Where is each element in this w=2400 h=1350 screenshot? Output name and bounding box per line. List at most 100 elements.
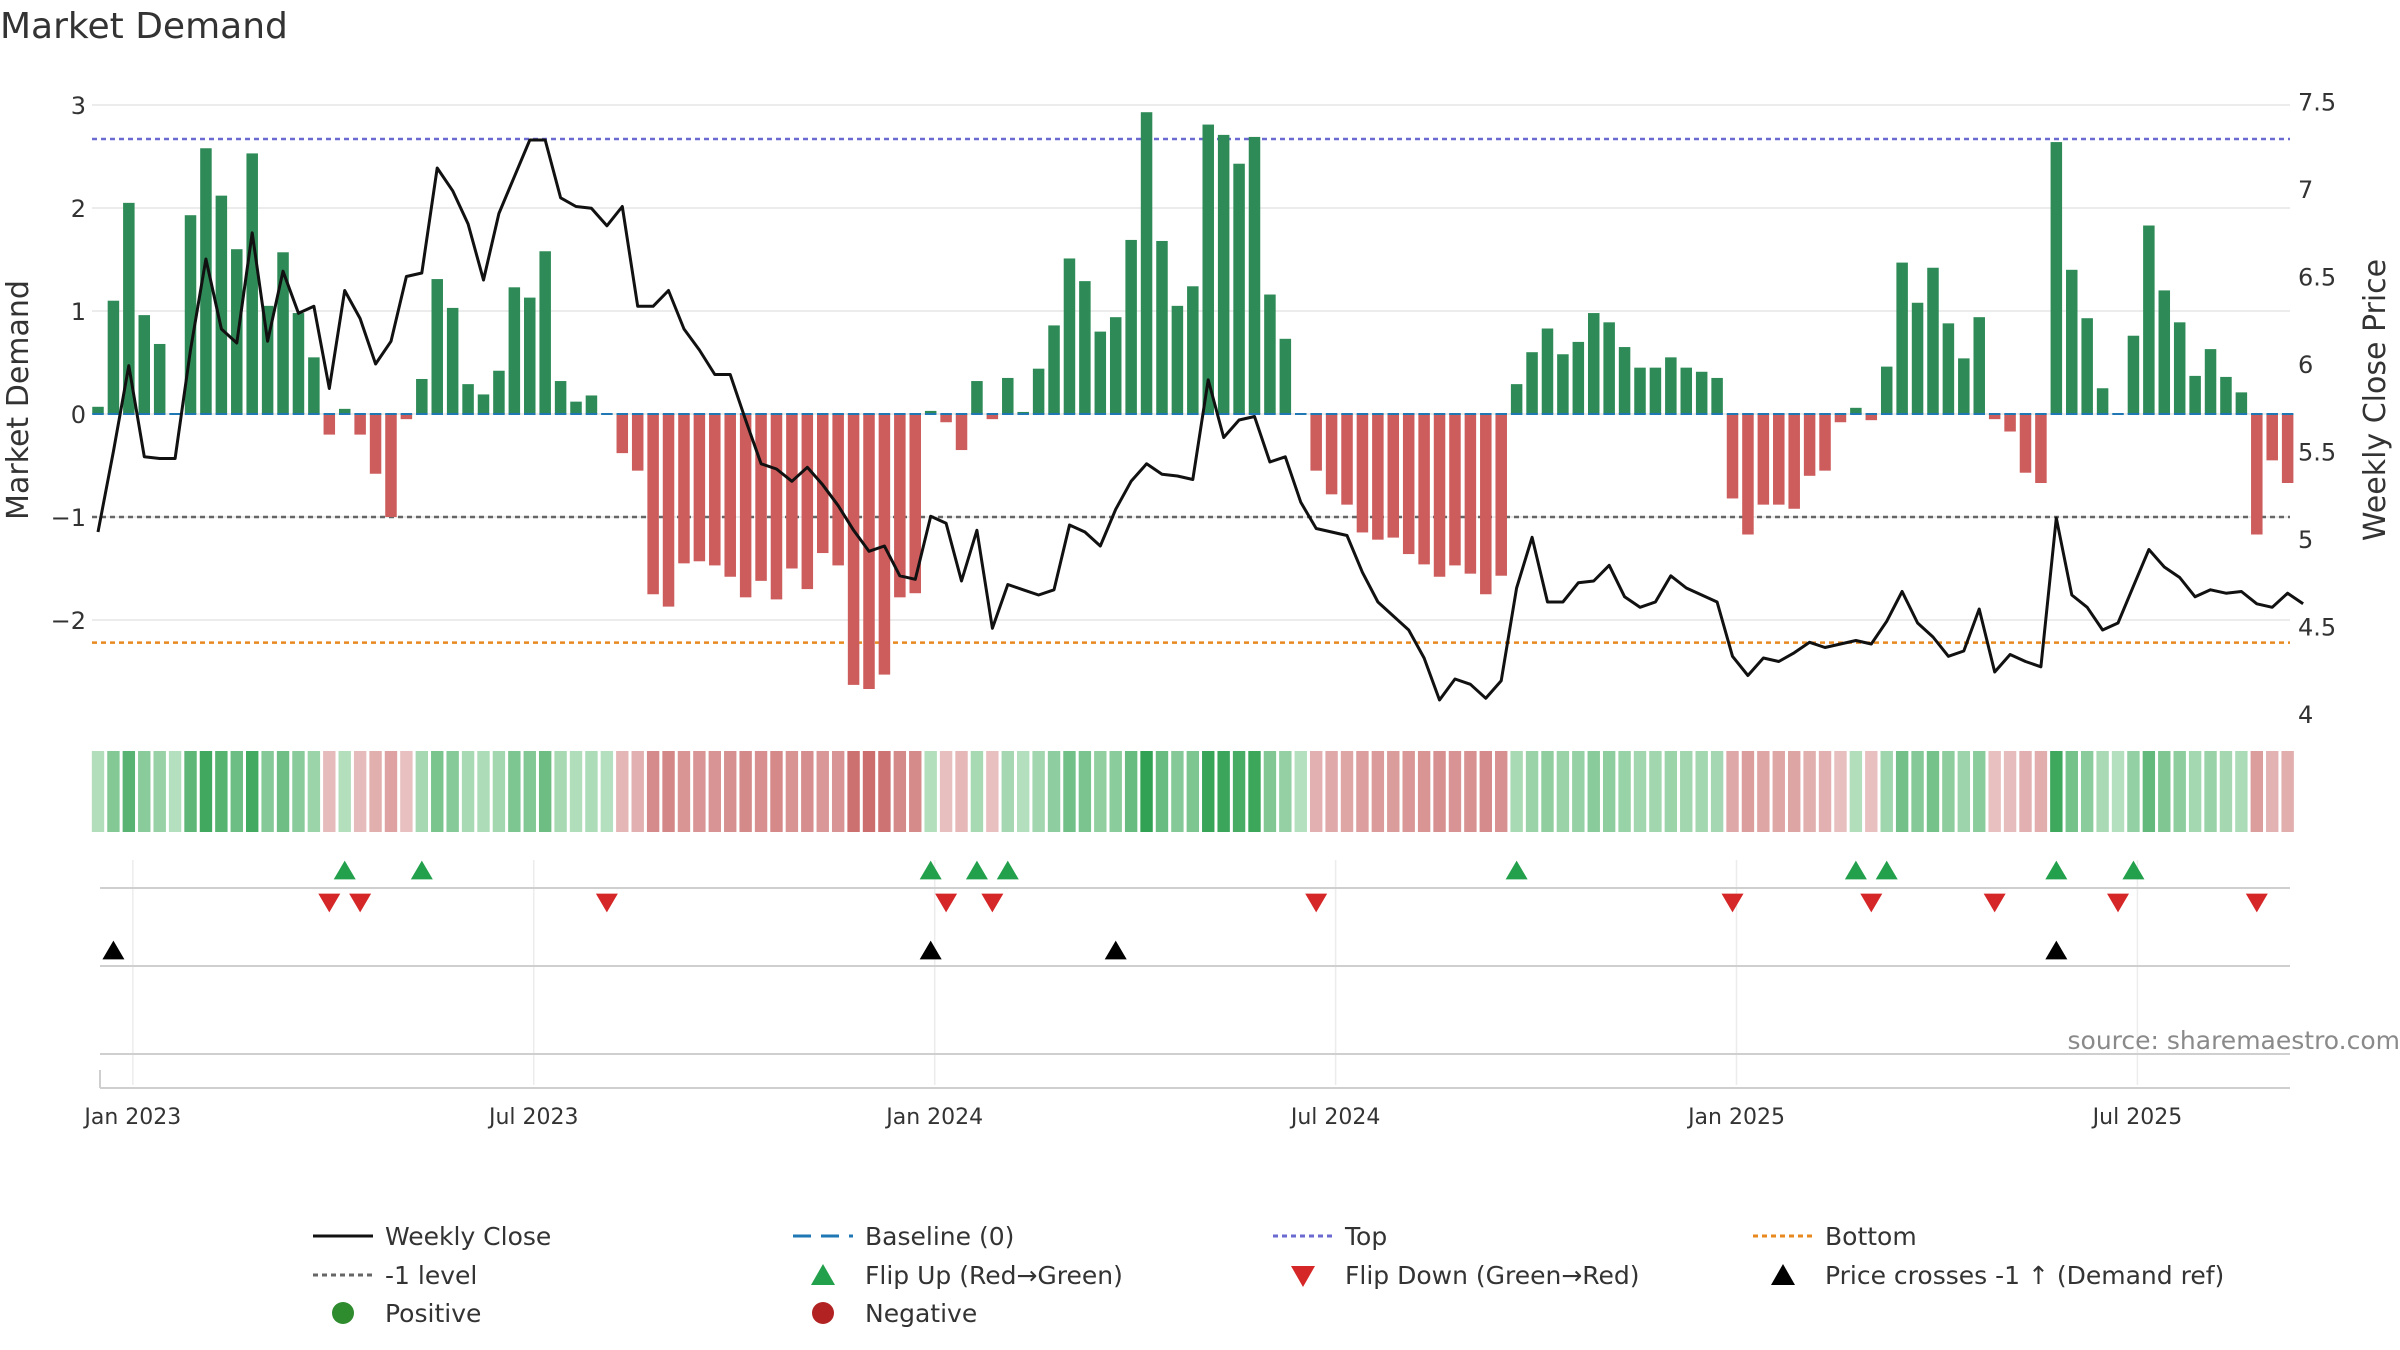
y2-tick-label: 7.5	[2298, 89, 2336, 117]
price-cross-marker	[919, 940, 942, 960]
demand-bar	[2019, 414, 2032, 473]
demand-bar	[770, 414, 783, 600]
y-tick-label: −1	[51, 504, 86, 532]
strip-cell	[353, 751, 367, 832]
demand-bar	[246, 153, 258, 414]
legend-label-top: Top	[1344, 1222, 1387, 1251]
strip-cell	[323, 751, 336, 832]
reference-lines	[92, 137, 2290, 644]
strip-cell	[1479, 751, 1492, 832]
demand-bar	[1850, 407, 1862, 414]
strip-cell	[1541, 751, 1554, 832]
strip-cell	[307, 751, 321, 832]
strip-cell	[847, 751, 860, 832]
legend-item-minus-one: -1 level	[313, 1261, 477, 1290]
strip-cell	[2281, 751, 2294, 832]
demand-bar	[755, 414, 767, 581]
legend-label-weekly-close: Weekly Close	[385, 1222, 551, 1251]
demand-bar	[1341, 414, 1353, 505]
strip-cell	[1325, 751, 1338, 832]
strip-cell	[1387, 751, 1400, 832]
legend-swatch-price-cross	[1771, 1264, 1795, 1285]
demand-bar	[1896, 262, 1908, 414]
strip-cell	[2142, 751, 2156, 832]
demand-bar	[1233, 163, 1245, 414]
demand-bar	[123, 202, 135, 414]
demand-bar	[184, 215, 197, 414]
demand-bar	[1757, 414, 1770, 505]
strip-cell	[909, 751, 922, 832]
strip-cell	[292, 751, 305, 832]
legend-swatch-positive	[332, 1302, 354, 1324]
strip-cell	[631, 751, 644, 832]
flip-down-marker	[595, 893, 618, 913]
demand-bar	[940, 414, 952, 423]
demand-bar	[570, 401, 582, 414]
strip-cell	[138, 751, 151, 832]
legend-swatch-flip-up	[811, 1264, 835, 1285]
strip-cell	[1510, 751, 1523, 832]
demand-bar	[1140, 112, 1153, 415]
strip-cell	[1957, 751, 1971, 832]
strip-cell	[1818, 751, 1832, 832]
flip-down-marker	[981, 893, 1004, 913]
demand-bar	[1819, 414, 1831, 471]
legend-label-minus-one: -1 level	[385, 1261, 477, 1290]
demand-bar	[924, 410, 937, 414]
strip-cell	[523, 751, 536, 832]
strip-cell	[724, 751, 737, 832]
flip-down-marker	[935, 893, 958, 913]
demand-bar	[909, 414, 922, 594]
flip-up-marker	[410, 860, 433, 880]
strip-cell	[184, 751, 197, 832]
strip-cell	[1402, 751, 1415, 832]
strip-cell	[246, 751, 259, 832]
demand-bar	[2173, 322, 2186, 414]
legend-label-price-cross: Price crosses -1 ↑ (Demand ref)	[1825, 1261, 2224, 1290]
price-cross-marker	[1104, 940, 1127, 960]
demand-bar	[200, 148, 212, 414]
demand-bar	[678, 414, 690, 564]
price-cross-marker	[2045, 940, 2068, 960]
strip-cell	[1094, 751, 1107, 832]
strip-cell	[1202, 751, 1215, 832]
demand-bar	[1541, 328, 1554, 414]
strip-cell	[338, 751, 351, 832]
price-cross-marker	[102, 940, 125, 960]
y2-tick-label: 6	[2298, 351, 2313, 379]
flip-up-marker	[2045, 860, 2068, 880]
strip-cell	[1279, 751, 1292, 832]
strip-cell	[2204, 751, 2217, 832]
demand-bar	[955, 414, 968, 451]
y2-tick-label: 4.5	[2298, 614, 2336, 642]
strip-cell	[2019, 751, 2032, 832]
weekly-close-line	[96, 138, 2304, 702]
strip-cell	[1124, 751, 1138, 832]
strip-cell	[1695, 751, 1708, 832]
demand-bar	[508, 287, 521, 414]
strip-cell	[2111, 751, 2125, 832]
demand-bar	[477, 394, 490, 414]
demand-bar	[1079, 281, 1091, 414]
strip-cell	[1217, 751, 1230, 832]
demand-bar	[1958, 358, 1970, 414]
flip-up-marker	[2122, 860, 2145, 880]
demand-bar	[1002, 377, 1014, 414]
demand-bar	[1726, 414, 1739, 499]
strip-cell	[431, 751, 444, 832]
demand-bar	[2189, 375, 2201, 414]
demand-bar	[1171, 305, 1184, 414]
strip-cell	[168, 751, 182, 832]
legend-item-bottom: Bottom	[1753, 1222, 1917, 1251]
strip-cell	[461, 751, 475, 832]
strip-cell	[1448, 751, 1462, 832]
demand-bar	[1649, 367, 1662, 414]
strip-cell	[939, 751, 953, 832]
demand-bar	[308, 357, 320, 414]
y2-tick-label: 7	[2298, 176, 2313, 204]
legend-item-flip-up: Flip Up (Red→Green)	[811, 1261, 1123, 1290]
strip-cell	[2235, 751, 2248, 832]
demand-bar	[1156, 240, 1168, 414]
demand-bar	[894, 414, 906, 598]
demand-bar	[709, 414, 721, 566]
